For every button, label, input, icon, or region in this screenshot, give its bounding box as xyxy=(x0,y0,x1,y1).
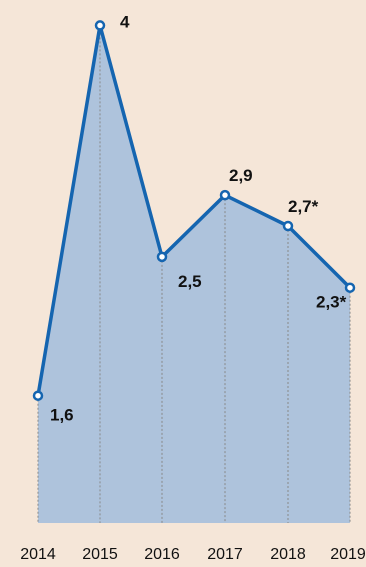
data-point-2019 xyxy=(344,282,356,293)
data-label-2014: 1,6 xyxy=(50,406,74,425)
data-label-2016: 2,5 xyxy=(178,272,202,291)
x-axis-ticks: 2014 2015 2016 2017 2018 2019 xyxy=(20,546,366,563)
data-points xyxy=(32,20,356,401)
x-tick-2018: 2018 xyxy=(270,546,306,563)
data-label-2015: 4 xyxy=(120,12,130,31)
x-tick-2014: 2014 xyxy=(20,546,56,563)
series-line xyxy=(36,23,352,397)
data-point-2015 xyxy=(94,20,106,31)
data-point-2018 xyxy=(282,220,294,232)
data-point-2016 xyxy=(156,251,168,263)
x-tick-2016: 2016 xyxy=(144,546,180,563)
x-tick-2015: 2015 xyxy=(82,546,118,563)
data-label-2017: 2,9 xyxy=(229,166,253,185)
data-label-2019: 2,3* xyxy=(316,293,347,312)
vertical-guides xyxy=(37,25,351,523)
area-fill xyxy=(38,25,350,524)
x-tick-2017: 2017 xyxy=(207,546,243,563)
data-label-2018: 2,7* xyxy=(288,197,319,216)
data-point-2017 xyxy=(219,189,231,201)
data-labels: 1,6 4 2,5 2,9 2,7* 2,3* xyxy=(50,12,347,424)
x-tick-2019: 2019 xyxy=(330,546,366,563)
data-point-2014 xyxy=(32,390,44,401)
